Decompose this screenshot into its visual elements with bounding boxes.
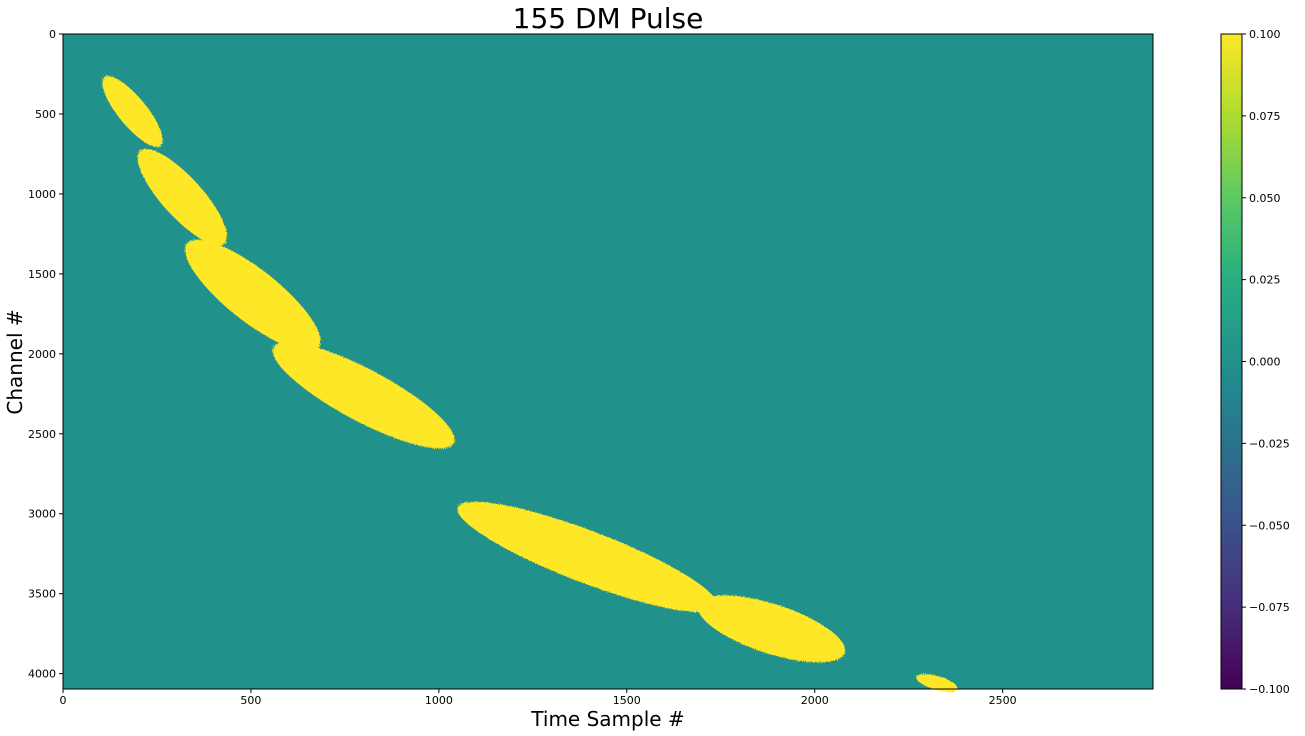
pulse-layer — [102, 76, 958, 692]
x-tick-label: 2000 — [801, 694, 829, 707]
y-tick-label: 4000 — [28, 668, 56, 681]
colorbar-tick-label: 0.075 — [1249, 110, 1281, 123]
x-ticks: 0 500 1000 1500 2000 2500 — [60, 689, 1017, 707]
x-tick-label: 2500 — [989, 694, 1017, 707]
y-ticks: 0 500 1000 1500 2000 2500 3000 3500 4000 — [28, 28, 63, 681]
colorbar-tick-label: −0.025 — [1249, 437, 1290, 450]
pulse-segment-6 — [697, 595, 846, 663]
colorbar-tick-label: 0.100 — [1249, 28, 1281, 41]
y-tick-label: 2000 — [28, 348, 56, 361]
colorbar-tick-label: 0.000 — [1249, 356, 1281, 369]
pulse-segment-7 — [916, 673, 958, 692]
y-tick-label: 0 — [49, 28, 56, 41]
y-tick-label: 2500 — [28, 428, 56, 441]
pulse-segment-4 — [272, 342, 455, 449]
pulse-segment-1 — [102, 76, 163, 148]
y-tick-label: 1500 — [28, 268, 56, 281]
y-tick-label: 3500 — [28, 588, 56, 601]
pulse-segment-2 — [137, 148, 228, 246]
x-tick-label: 500 — [240, 694, 261, 707]
x-axis-label: Time Sample # — [530, 707, 684, 731]
y-tick-label: 1000 — [28, 188, 56, 201]
pulse-segment-5 — [457, 501, 718, 613]
colorbar — [1220, 33, 1243, 690]
chart-title: 155 DM Pulse — [513, 2, 704, 35]
y-tick-label: 3000 — [28, 508, 56, 521]
y-tick-label: 500 — [35, 108, 56, 121]
colorbar-tick-label: −0.100 — [1249, 683, 1290, 696]
colorbar-tick-label: −0.075 — [1249, 601, 1290, 614]
pulse-segment-3 — [185, 239, 321, 352]
colorbar-tick-label: 0.050 — [1249, 192, 1281, 205]
plot-frame — [62, 33, 1154, 690]
colorbar-ticks: 0.100 0.075 0.050 0.025 0.000 −0.025 −0.050 −0.… — [1242, 28, 1290, 696]
x-tick-label: 1500 — [613, 694, 641, 707]
colorbar-tick-label: 0.025 — [1249, 274, 1281, 287]
colorbar-tick-label: −0.050 — [1249, 519, 1290, 532]
x-tick-label: 1000 — [425, 694, 453, 707]
y-axis-label: Channel # — [3, 309, 27, 414]
x-tick-label: 0 — [60, 694, 67, 707]
